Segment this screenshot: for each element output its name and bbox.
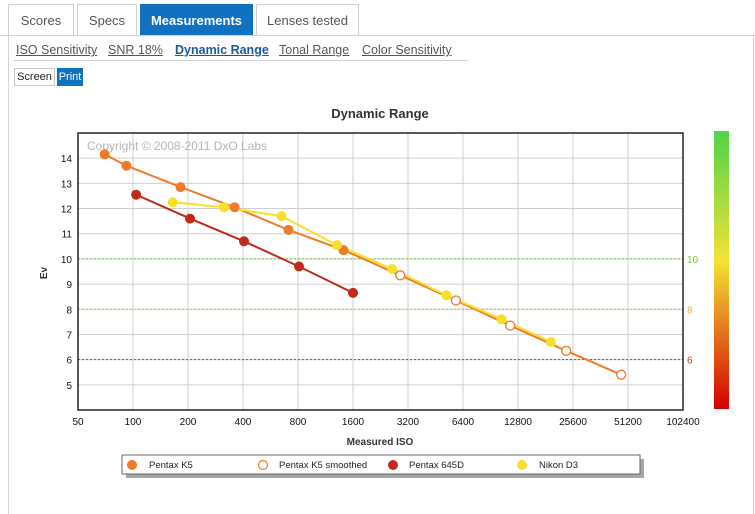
data-point[interactable] bbox=[294, 261, 304, 272]
series-pentax-k5-smoothed bbox=[395, 270, 627, 380]
subtab-color-sensitivity[interactable]: Color Sensitivity bbox=[362, 43, 452, 57]
x-tick-label: 12800 bbox=[504, 417, 532, 428]
print-view-button[interactable]: Print bbox=[57, 68, 83, 86]
data-point[interactable] bbox=[348, 287, 358, 298]
subtab-snr-18[interactable]: SNR 18% bbox=[108, 43, 163, 57]
legend-marker-pentax-645d bbox=[388, 460, 398, 470]
subtab-iso-sensitivity[interactable]: ISO Sensitivity bbox=[16, 43, 98, 57]
subnav-divider bbox=[14, 60, 468, 61]
legend-marker-pentax-k5-smoothed bbox=[257, 459, 269, 471]
data-point[interactable] bbox=[185, 213, 195, 224]
y-tick-label: 11 bbox=[62, 230, 73, 241]
tab-scores[interactable]: Scores bbox=[8, 4, 74, 36]
y-tick-label: 12 bbox=[61, 205, 73, 216]
legend-label-pentax-k5-smoothed: Pentax K5 smoothed bbox=[279, 460, 367, 471]
y-tick-label: 6 bbox=[66, 356, 72, 367]
data-point[interactable] bbox=[239, 236, 249, 247]
color-scale-ticks: 10 8 6 bbox=[687, 255, 699, 367]
series-pentax-k5 bbox=[99, 149, 349, 256]
x-axis-label: Measured ISO bbox=[347, 437, 414, 448]
y-tick-label: 8 bbox=[66, 305, 72, 316]
data-point[interactable] bbox=[616, 369, 627, 380]
data-point[interactable] bbox=[276, 211, 287, 222]
chart-watermark: Copyright © 2008-2011 DxO Labs bbox=[87, 139, 267, 153]
data-point[interactable] bbox=[121, 160, 132, 171]
legend-marker-nikon-d3 bbox=[517, 460, 527, 470]
data-point[interactable] bbox=[450, 295, 462, 306]
series-points bbox=[99, 149, 627, 380]
x-tick-label: 25600 bbox=[559, 417, 587, 428]
y-tick-label: 7 bbox=[66, 330, 72, 341]
data-point[interactable] bbox=[131, 189, 142, 200]
data-point[interactable] bbox=[219, 202, 229, 213]
reference-label-10: 10 bbox=[687, 255, 699, 266]
x-tick-label: 51200 bbox=[614, 417, 642, 428]
x-axis-ticks: 50 100 200 400 800 1600 3200 6400 12800 25600 5120… bbox=[72, 417, 700, 428]
reference-label-6: 6 bbox=[687, 356, 693, 367]
data-point[interactable] bbox=[167, 197, 178, 208]
data-point[interactable] bbox=[387, 264, 398, 274]
data-point[interactable] bbox=[546, 337, 556, 347]
x-tick-label: 3200 bbox=[397, 417, 420, 428]
x-tick-label: 200 bbox=[180, 417, 197, 428]
tab-lenses-tested[interactable]: Lenses tested bbox=[256, 4, 359, 36]
y-tick-label: 9 bbox=[66, 280, 72, 291]
data-point[interactable] bbox=[561, 345, 572, 356]
y-axis-ticks: 5 6 7 8 9 10 11 12 13 14 bbox=[61, 154, 73, 392]
data-point[interactable] bbox=[99, 149, 110, 160]
x-tick-label: 6400 bbox=[452, 417, 475, 428]
data-point[interactable] bbox=[496, 314, 507, 325]
chart-legend: Pentax K5 Pentax K5 smoothed Pentax 645D… bbox=[121, 454, 644, 478]
legend-label-pentax-k5: Pentax K5 bbox=[149, 460, 193, 471]
subtab-dynamic-range[interactable]: Dynamic Range bbox=[175, 43, 269, 57]
y-tick-label: 14 bbox=[61, 154, 73, 165]
reference-label-8: 8 bbox=[687, 305, 693, 316]
tab-bar-divider bbox=[0, 35, 755, 36]
data-point[interactable] bbox=[283, 224, 294, 235]
data-point[interactable] bbox=[395, 270, 406, 281]
y-tick-label: 13 bbox=[61, 179, 73, 190]
plot-frame bbox=[77, 132, 684, 411]
y-axis-label: Ev bbox=[39, 266, 50, 279]
series-nikon-d3 bbox=[167, 197, 556, 347]
dynamic-range-color-scale bbox=[714, 131, 729, 409]
data-point[interactable] bbox=[505, 320, 516, 331]
tab-measurements[interactable]: Measurements bbox=[140, 4, 253, 36]
chart-grid bbox=[77, 133, 684, 410]
legend-label-nikon-d3: Nikon D3 bbox=[539, 460, 578, 471]
subtab-tonal-range[interactable]: Tonal Range bbox=[279, 43, 350, 57]
y-tick-label: 5 bbox=[66, 381, 72, 392]
data-point[interactable] bbox=[175, 182, 186, 193]
data-point[interactable] bbox=[229, 202, 240, 213]
y-tick-label: 10 bbox=[61, 255, 73, 266]
chart-title: Dynamic Range bbox=[331, 106, 429, 121]
measurements-panel bbox=[8, 36, 754, 514]
x-tick-label: 102400 bbox=[666, 417, 700, 428]
series-pentax-645d bbox=[131, 189, 358, 298]
data-point[interactable] bbox=[332, 240, 343, 251]
x-tick-label: 800 bbox=[290, 417, 307, 428]
x-tick-label: 400 bbox=[235, 417, 252, 428]
x-tick-label: 100 bbox=[125, 417, 142, 428]
series-line-2 bbox=[172, 201, 552, 343]
legend-marker-pentax-k5 bbox=[127, 460, 137, 470]
screen-view-button[interactable]: Screen bbox=[14, 68, 55, 86]
tab-specs[interactable]: Specs bbox=[77, 4, 137, 36]
reference-lines bbox=[78, 258, 683, 361]
x-tick-label: 50 bbox=[72, 417, 84, 428]
data-point[interactable] bbox=[441, 290, 452, 301]
legend-label-pentax-645d: Pentax 645D bbox=[409, 460, 464, 471]
x-tick-label: 1600 bbox=[342, 417, 365, 428]
